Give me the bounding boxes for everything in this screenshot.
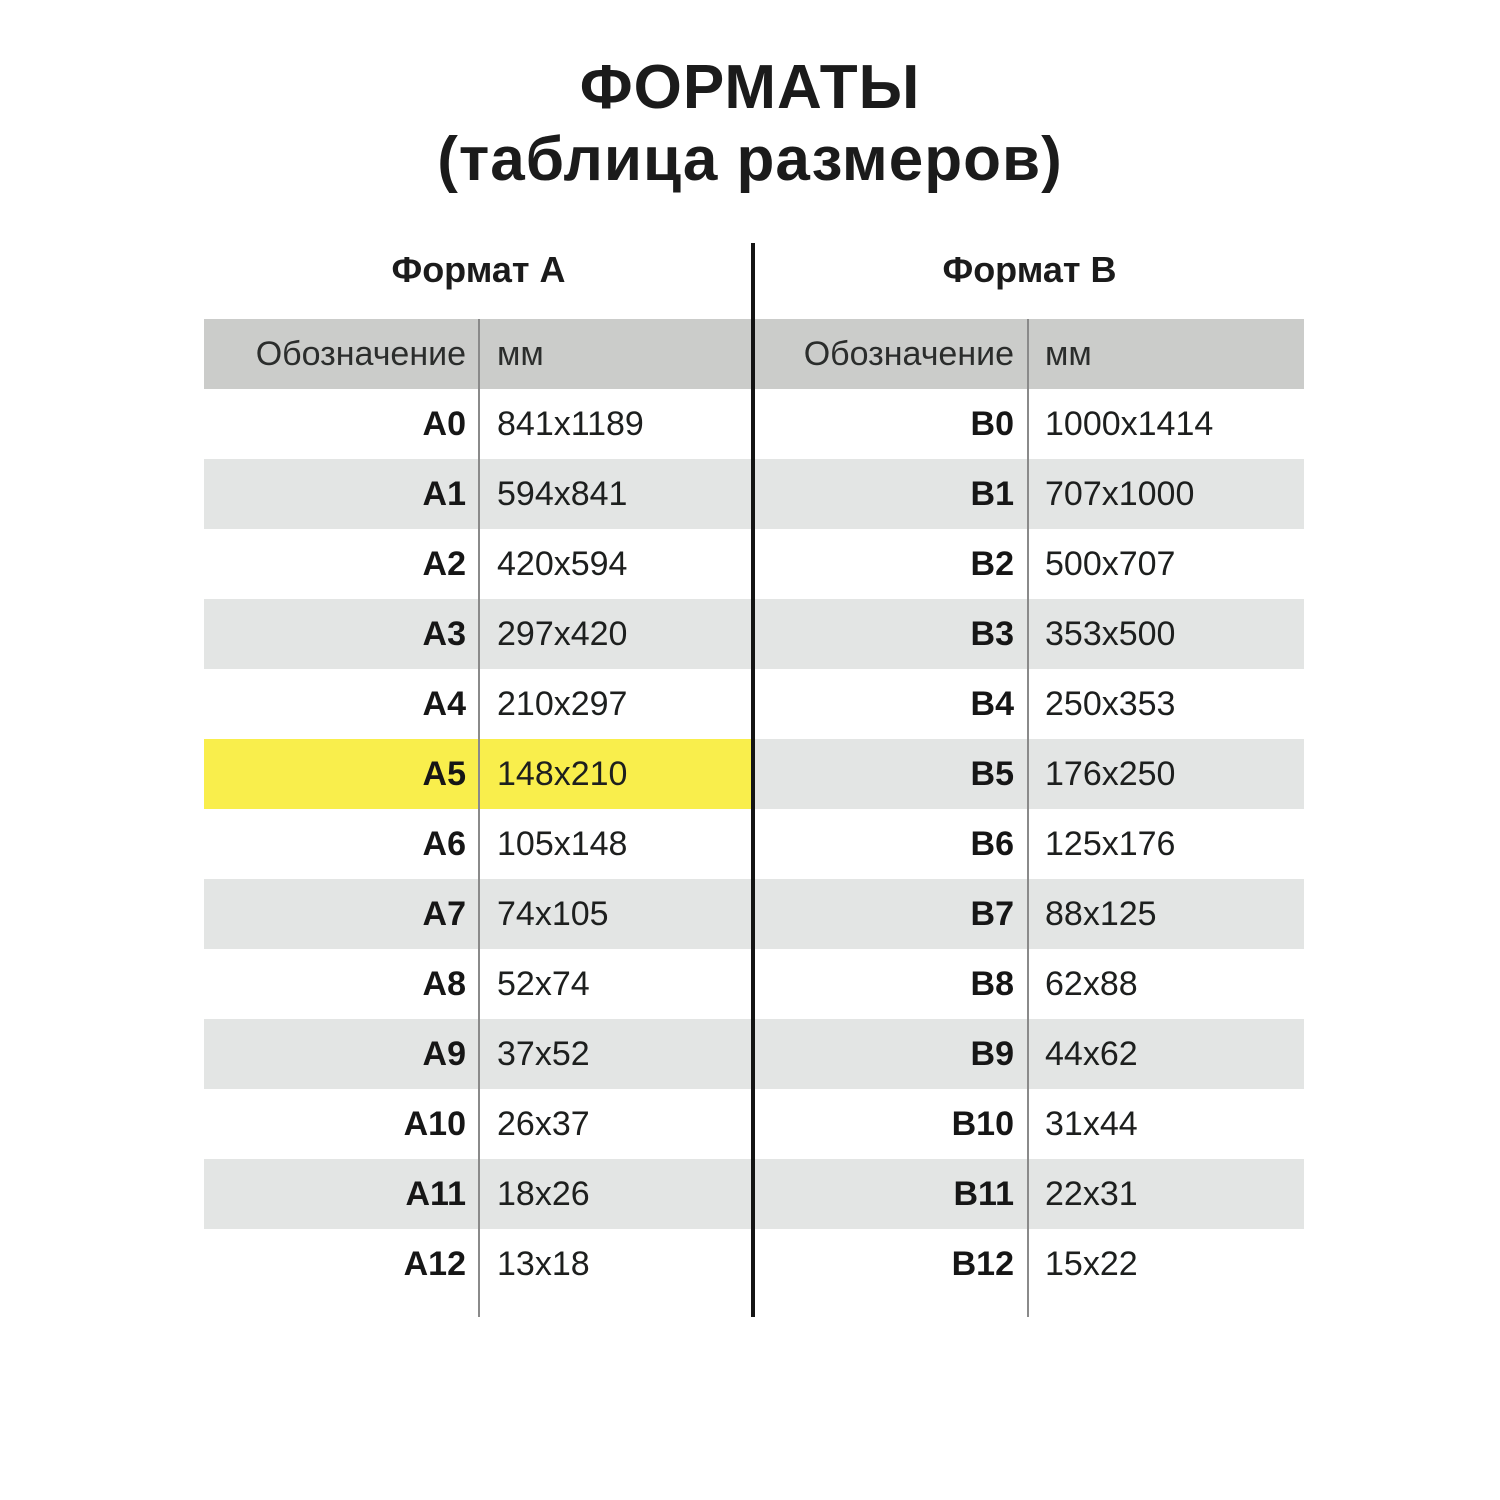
format-b-designation: B6 — [970, 824, 1014, 863]
table-row: A0 841x1189 B0 1000x1414 — [204, 389, 1304, 459]
format-b-size-mm: 88x125 — [1027, 879, 1304, 949]
section-label-format-b: Формат B — [942, 249, 1117, 290]
page-title: ФОРМАТЫ (таблица размеров) — [0, 52, 1500, 196]
format-a-size-mm: 18x26 — [479, 1159, 753, 1229]
column-separator-line-a — [478, 319, 480, 1317]
format-a-designation: A0 — [422, 404, 466, 443]
format-b-size-mm: 125x176 — [1045, 824, 1176, 863]
format-a-designation: A4 — [422, 684, 466, 723]
format-b-size-mm: 22x31 — [1027, 1159, 1304, 1229]
format-b-size-mm: 353x500 — [1027, 599, 1304, 669]
table-row: A3 297x420 B3 353x500 — [204, 599, 1304, 669]
format-a-size-mm: 841x1189 — [497, 404, 644, 443]
format-b-designation: B1 — [753, 459, 1027, 529]
table-row: A11 18x26 B11 22x31 — [204, 1159, 1304, 1229]
format-a-designation: A7 — [204, 879, 479, 949]
table-row: A10 26x37 B10 31x44 — [204, 1089, 1304, 1159]
format-a-size-mm: 37x52 — [479, 1019, 753, 1089]
format-b-designation: B12 — [951, 1244, 1014, 1283]
header-mm-a: мм — [479, 319, 753, 389]
table-row: A8 52x74 B8 62x88 — [204, 949, 1304, 1019]
format-b-designation: B0 — [970, 404, 1014, 443]
format-a-designation: A12 — [403, 1244, 466, 1283]
format-b-size-mm: 15x22 — [1045, 1244, 1138, 1283]
format-b-size-mm: 31x44 — [1045, 1104, 1138, 1143]
format-a-designation: A6 — [422, 824, 466, 863]
header-designation-b: Обозначение — [753, 319, 1027, 389]
format-b-size-mm: 500x707 — [1045, 544, 1176, 583]
title-line-1: ФОРМАТЫ — [579, 53, 921, 122]
format-b-designation: B3 — [753, 599, 1027, 669]
center-divider-line — [751, 243, 755, 1317]
format-a-designation: A2 — [422, 544, 466, 583]
format-a-size-mm: 26x37 — [497, 1104, 590, 1143]
table-row: A1 594x841 B1 707x1000 — [204, 459, 1304, 529]
format-a-designation: A3 — [204, 599, 479, 669]
format-a-designation: A8 — [422, 964, 466, 1003]
format-a-size-mm: 148x210 — [479, 739, 753, 809]
table-row: A9 37x52 B9 44x62 — [204, 1019, 1304, 1089]
format-b-designation: B10 — [951, 1104, 1014, 1143]
formats-table: Обозначение мм Обозначение мм A0 841x1189… — [204, 319, 1304, 1299]
table-row: A12 13x18 B12 15x22 — [204, 1229, 1304, 1299]
format-b-size-mm: 250x353 — [1045, 684, 1176, 723]
format-b-size-mm: 44x62 — [1027, 1019, 1304, 1089]
format-b-designation: B2 — [970, 544, 1014, 583]
format-b-size-mm: 1000x1414 — [1045, 404, 1214, 443]
table-rows: A0 841x1189 B0 1000x1414 A1 594x841 B1 707x1000… — [204, 389, 1304, 1299]
format-b-designation: B7 — [753, 879, 1027, 949]
table-row: A5 148x210 B5 176x250 — [204, 739, 1304, 809]
format-a-size-mm: 420x594 — [497, 544, 628, 583]
table-row: A2 420x594 B2 500x707 — [204, 529, 1304, 599]
format-b-size-mm: 176x250 — [1027, 739, 1304, 809]
table-row: A6 105x148 B6 125x176 — [204, 809, 1304, 879]
format-b-designation: B9 — [753, 1019, 1027, 1089]
format-a-size-mm: 13x18 — [497, 1244, 590, 1283]
format-a-size-mm: 297x420 — [479, 599, 753, 669]
header-mm-b: мм — [1027, 319, 1304, 389]
format-a-size-mm: 105x148 — [497, 824, 628, 863]
table-header-row: Обозначение мм Обозначение мм — [204, 319, 1304, 389]
format-a-size-mm: 52x74 — [497, 964, 590, 1003]
format-b-designation: B4 — [970, 684, 1014, 723]
format-a-size-mm: 210x297 — [497, 684, 628, 723]
format-a-designation: A1 — [204, 459, 479, 529]
section-label-format-a: Формат A — [391, 249, 566, 290]
format-a-designation: A9 — [204, 1019, 479, 1089]
format-a-size-mm: 594x841 — [479, 459, 753, 529]
table-row: A7 74x105 B7 88x125 — [204, 879, 1304, 949]
format-b-designation: B5 — [753, 739, 1027, 809]
format-b-size-mm: 62x88 — [1045, 964, 1138, 1003]
column-separator-line-b — [1027, 319, 1029, 1317]
format-a-designation: A5 — [204, 739, 479, 809]
format-a-size-mm: 74x105 — [479, 879, 753, 949]
title-line-2: (таблица размеров) — [437, 125, 1063, 194]
format-b-designation: B11 — [753, 1159, 1027, 1229]
format-a-designation: A10 — [403, 1104, 466, 1143]
format-b-size-mm: 707x1000 — [1027, 459, 1304, 529]
header-designation-a: Обозначение — [204, 319, 479, 389]
table-row: A4 210x297 B4 250x353 — [204, 669, 1304, 739]
format-b-designation: B8 — [970, 964, 1014, 1003]
format-a-designation: A11 — [204, 1159, 479, 1229]
